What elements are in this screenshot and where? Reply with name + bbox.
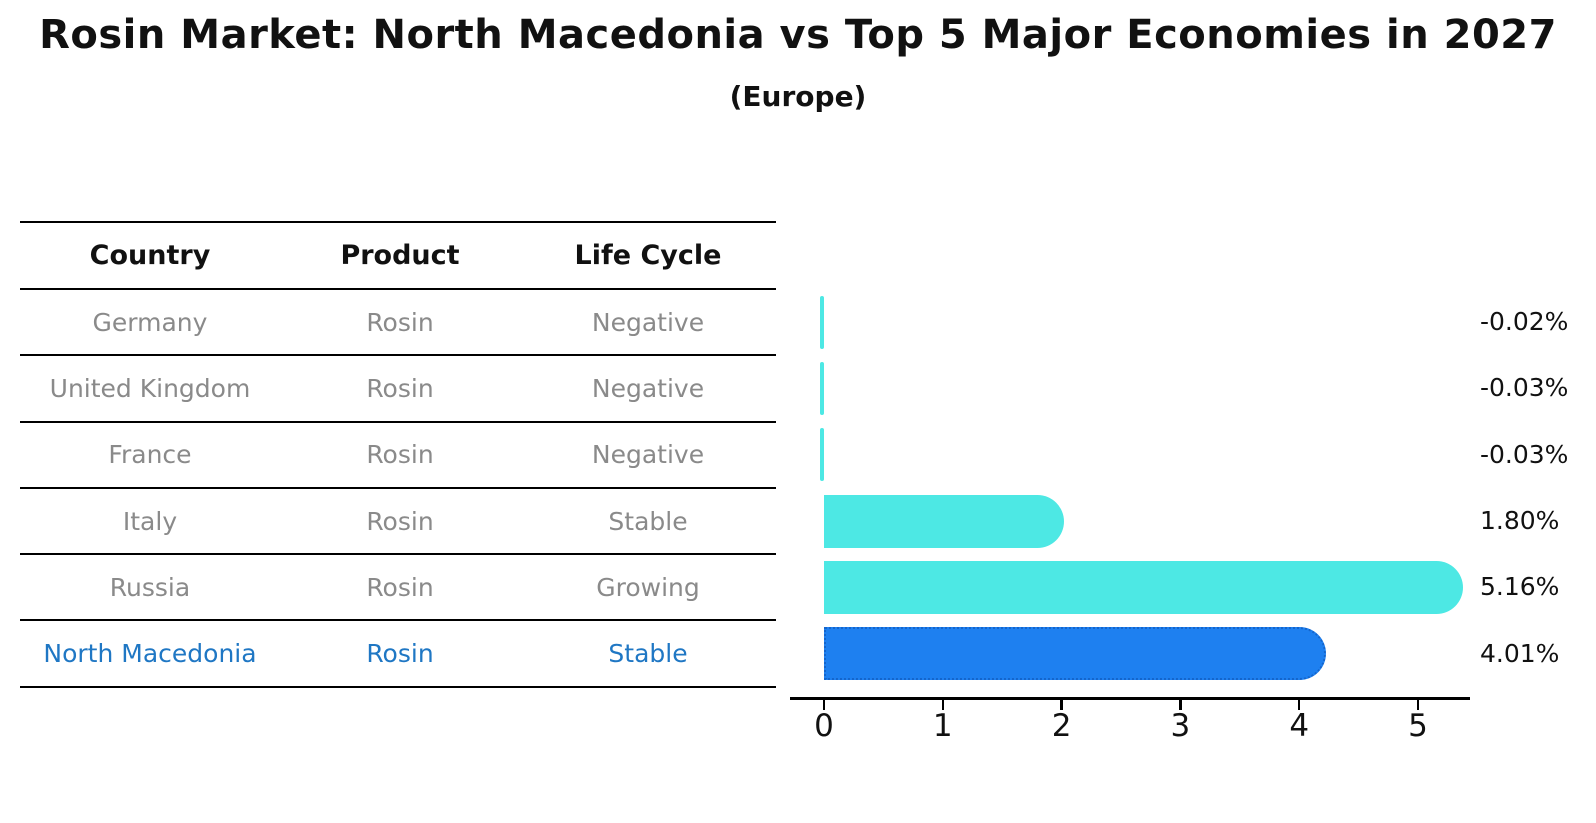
bar-north-macedonia — [824, 627, 1327, 681]
cell-country: Italy — [122, 506, 178, 536]
table-header-row: Country Product Life Cycle — [20, 223, 776, 290]
cell-country: Germany — [92, 307, 208, 337]
table-row-united-kingdom: United Kingdom Rosin Negative — [20, 356, 776, 423]
table-row-italy: Italy Rosin Stable — [20, 489, 776, 556]
x-tick-mark-2 — [1060, 700, 1063, 710]
cell-country: United Kingdom — [49, 373, 251, 403]
bar-germany — [820, 295, 824, 349]
x-tick-label-4: 4 — [1289, 708, 1310, 744]
table-row-france: France Rosin Negative — [20, 423, 776, 489]
x-tick-label-1: 1 — [932, 708, 953, 744]
column-header-life-cycle: Life Cycle — [574, 240, 722, 271]
cell-country: North Macedonia — [43, 639, 257, 669]
cell-product: Rosin — [366, 373, 434, 403]
cell-product: Rosin — [366, 506, 434, 536]
x-axis-line — [790, 697, 1470, 700]
x-tick-label-5: 5 — [1408, 708, 1428, 744]
country-table: Country Product Life Cycle Germany Rosin N… — [20, 221, 776, 688]
cell-product: Rosin — [366, 440, 434, 470]
table-body: Germany Rosin Negative United Kingdom Rosin N… — [20, 290, 776, 688]
cell-life-cycle: Growing — [596, 572, 700, 602]
cell-life-cycle: Negative — [591, 440, 705, 470]
bar-france — [820, 428, 824, 482]
cell-country: Russia — [109, 572, 191, 602]
bar-italy — [824, 494, 1064, 548]
x-tick-mark-0 — [822, 700, 826, 710]
table-row-north-macedonia: North Macedonia Rosin Stable — [20, 621, 776, 688]
cell-product: Rosin — [366, 639, 434, 669]
value-label-north-macedonia: 4.01% — [1480, 638, 1560, 668]
chart-title: Rosin Market: North Macedonia vs Top 5 M… — [39, 12, 1557, 58]
x-tick-label-3: 3 — [1170, 708, 1191, 744]
x-tick-mark-3 — [1179, 700, 1182, 710]
value-label-russia: 5.16% — [1480, 572, 1560, 602]
column-header-country: Country — [89, 240, 211, 271]
column-header-product: Product — [340, 240, 460, 271]
cell-product: Rosin — [366, 572, 434, 602]
x-tick-mark-5 — [1416, 700, 1420, 710]
x-tick-mark-1 — [941, 700, 945, 710]
value-label-italy: 1.80% — [1480, 506, 1560, 536]
value-label-germany: -0.02% — [1480, 307, 1569, 336]
cell-life-cycle: Stable — [608, 506, 688, 536]
x-tick-label-0: 0 — [814, 708, 834, 744]
cell-life-cycle: Negative — [591, 373, 705, 403]
bar-united-kingdom — [820, 361, 824, 415]
cell-life-cycle: Negative — [591, 307, 705, 337]
cell-product: Rosin — [366, 307, 434, 337]
x-tick-label-2: 2 — [1051, 708, 1072, 744]
x-tick-mark-4 — [1297, 700, 1301, 710]
value-label-united-kingdom: -0.03% — [1480, 373, 1569, 403]
bar-russia — [824, 560, 1463, 614]
value-label-france: -0.03% — [1480, 439, 1569, 469]
chart-subtitle: (Europe) — [729, 80, 867, 113]
cell-life-cycle: Stable — [608, 639, 688, 669]
cell-country: France — [108, 440, 192, 470]
table-row-russia: Russia Rosin Growing — [20, 555, 776, 622]
table-row-germany: Germany Rosin Negative — [20, 290, 776, 357]
